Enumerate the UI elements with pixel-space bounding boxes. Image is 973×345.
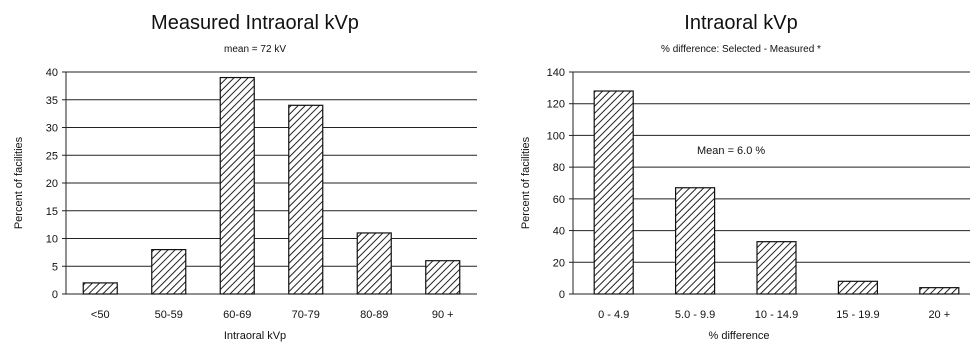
chart1-x-tick-label: 90 +: [432, 309, 454, 321]
chart2-title: Intraoral kVp: [684, 12, 797, 34]
chart2-y-tick-label: 20: [553, 257, 565, 269]
chart1-x-tick-label: 60-69: [223, 309, 251, 321]
chart1-y-tick-label: 15: [46, 206, 58, 218]
chart2-x-axis-label: % difference: [709, 330, 770, 342]
chart2-y-tick-label: 60: [553, 194, 565, 206]
chart1-title: Measured Intraoral kVp: [151, 12, 359, 34]
chart2-bar: [593, 90, 634, 295]
chart1-y-tick-label: 25: [46, 150, 58, 162]
chart1-y-tick-label: 35: [46, 95, 58, 107]
chart1-y-tick-label: 5: [52, 261, 58, 273]
chart2-x-tick-label: 10 - 14.9: [755, 309, 798, 321]
chart2-y-tick-label: 120: [547, 99, 565, 111]
chart2-bar: [756, 241, 797, 295]
chart1-bar: [219, 76, 255, 295]
chart2-y-tick-label: 100: [547, 130, 565, 142]
chart2-plot-area: 0 20 40 60 80 100 120 140 0 - 4.9 5.0 - 9.9 10 - 1…: [547, 67, 970, 321]
chart1-bar: [425, 260, 461, 295]
chart2-y-tick-label: 0: [559, 289, 565, 301]
chart2-subtitle: % difference: Selected - Measured *: [661, 44, 821, 55]
chart2-x-tick-label: 15 - 19.9: [836, 309, 879, 321]
chart1-y-tick-label: 0: [52, 289, 58, 301]
chart2-bar: [674, 187, 716, 295]
chart2-x-tick-label: 5.0 - 9.9: [675, 309, 715, 321]
chart1-y-axis-label: Percent of facilities: [13, 136, 25, 229]
chart2-bar: [919, 287, 960, 295]
chart1-x-tick-label: 80-89: [360, 309, 388, 321]
chart1-x-tick-label: <50: [91, 309, 110, 321]
chart1-x-tick-label: 50-59: [155, 309, 183, 321]
chart1-y-tick-label: 30: [46, 123, 58, 135]
chart2-y-tick-label: 40: [553, 226, 565, 238]
chart2-y-axis-label: Percent of facilities: [520, 136, 532, 229]
chart2-y-tick-label: 80: [553, 162, 565, 174]
chart1-x-tick-label: 70-79: [292, 309, 320, 321]
chart2-x-tick-label: 20 +: [928, 309, 950, 321]
chart1-bar: [356, 232, 392, 295]
chart2-x-tick-label: 0 - 4.9: [598, 309, 629, 321]
chart1-y-tick-label: 10: [46, 234, 58, 246]
chart1-y-tick-label: 20: [46, 178, 58, 190]
chart1-bar: [288, 104, 324, 295]
chart2-mean-annotation: Mean = 6.0 %: [697, 145, 765, 157]
chart2-y-tick-label: 140: [547, 67, 565, 79]
chart1-plot-area: 0 5 10 15 20 25 30 35 40 <50 50-59 60-69 70-79 80-89 9…: [46, 67, 477, 321]
chart1-subtitle: mean = 72 kV: [224, 44, 286, 55]
chart1-x-axis-label: Intraoral kVp: [224, 330, 286, 342]
chart1-bar: [151, 249, 187, 295]
chart2-bar: [837, 280, 879, 295]
chart1-bar: [82, 282, 118, 295]
chart1-y-tick-label: 40: [46, 67, 58, 79]
